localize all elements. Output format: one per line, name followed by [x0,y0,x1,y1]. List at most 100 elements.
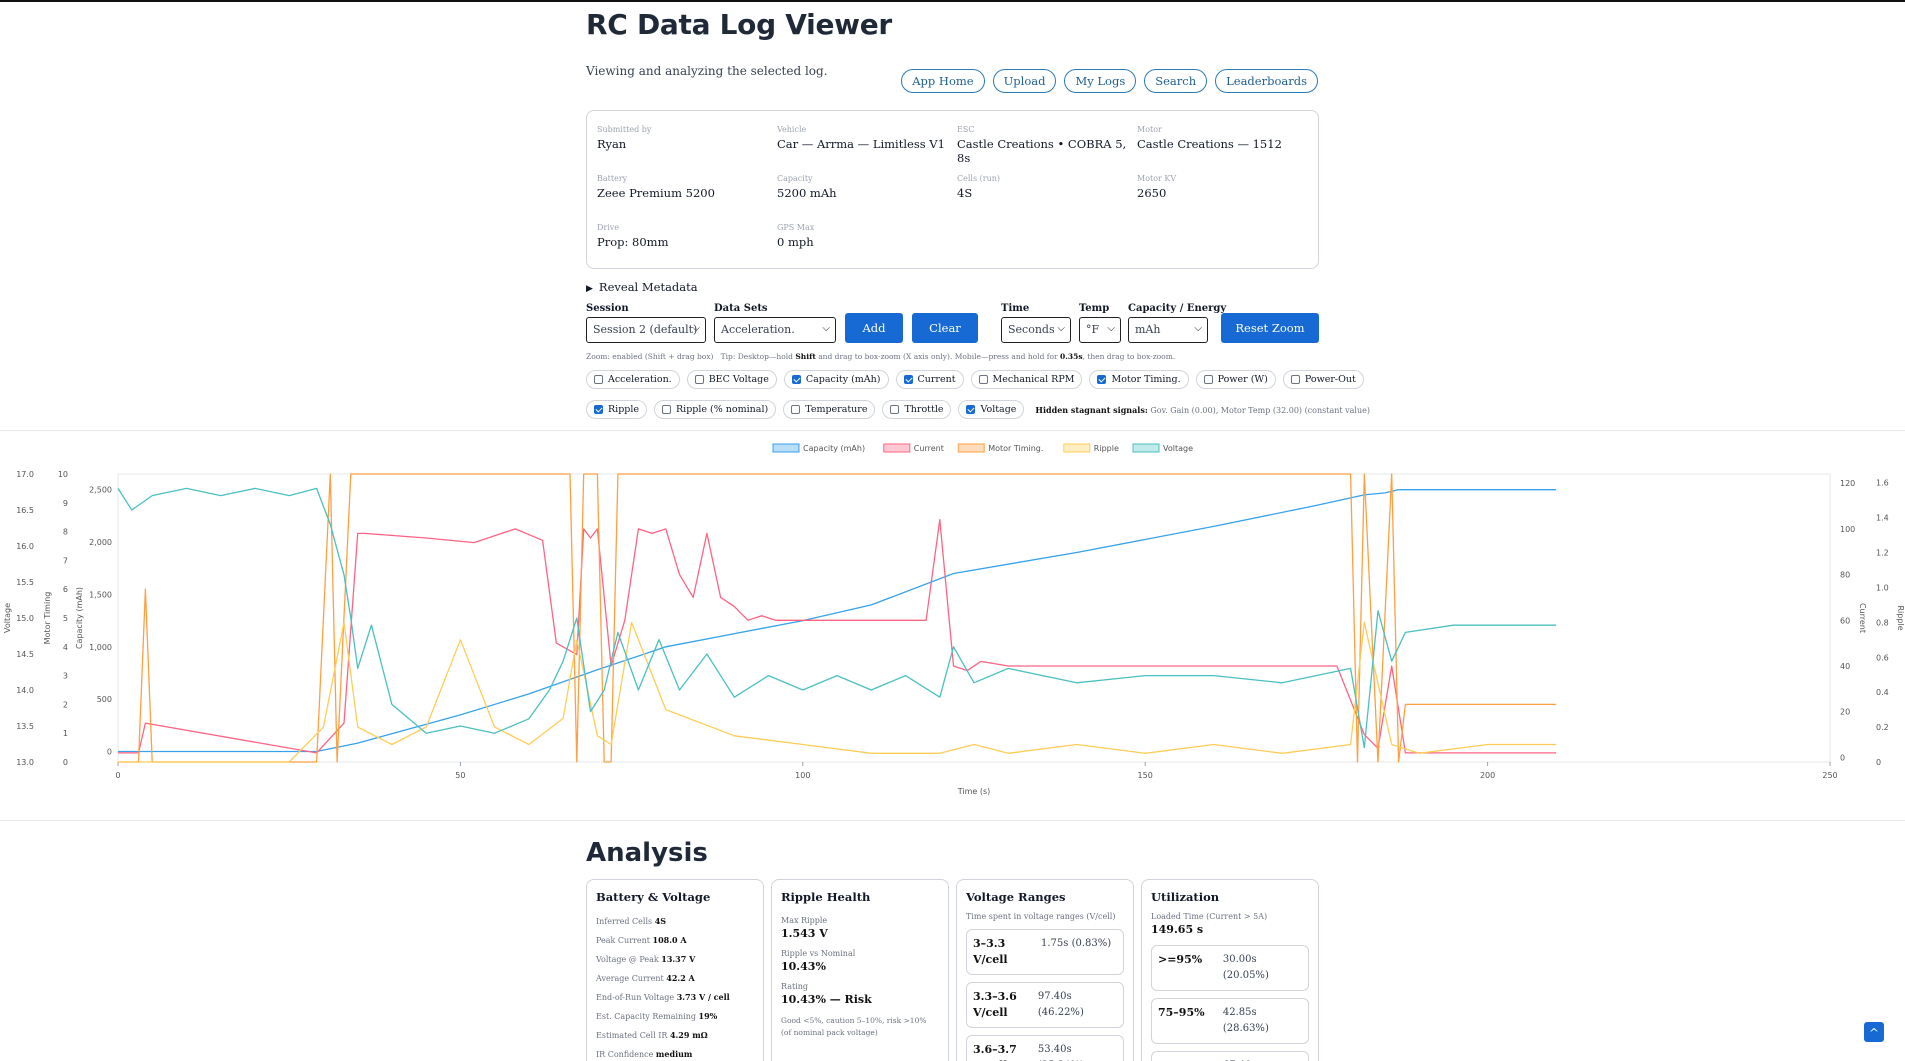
top-nav: App Home Upload My Logs Search Leaderboa… [901,69,1318,93]
y-tick-label-ripple: 0.6 [1876,653,1889,662]
analysis-title: Analysis [586,838,708,868]
checkbox[interactable] [594,375,603,384]
y-tick-label-timing: 3 [63,672,68,681]
dataset-toggle-acceleration[interactable]: Acceleration. [586,370,680,389]
checkbox[interactable] [978,375,988,384]
clear-datasets-button[interactable]: Clear [912,313,978,343]
checkbox[interactable] [791,405,801,414]
dataset-toggle-bec-voltage[interactable]: BEC Voltage [686,370,777,389]
y-tick-label-capacity: 1,500 [89,590,112,599]
y-tick-label-capacity: 1,000 [89,643,112,652]
nav-app-home-button[interactable]: App Home [901,69,985,93]
reset-zoom-button[interactable]: Reset Zoom [1221,313,1319,343]
battery-stat-row: Est. Capacity Remaining 19% [596,1011,718,1021]
y-tick-label-current: 20 [1840,708,1850,717]
add-dataset-button[interactable]: Add [845,313,903,343]
nav-upload-button[interactable]: Upload [992,69,1057,93]
y-tick-label-ripple: 0.4 [1876,688,1889,697]
y-axis-label-timing: Motor Timing [43,592,52,645]
y-axis-label-current: Current [1858,603,1867,633]
ripple-nominal-value: 10.43% [781,960,826,973]
meta-drive: Drive Prop: 80mm [597,223,669,249]
session-label: Session [586,303,629,314]
y-tick-label-timing: 6 [63,585,68,594]
chevron-down-icon: ⌵ [1057,323,1065,334]
y-tick-label-ripple: 1.2 [1876,549,1889,558]
y-tick-label-timing: 9 [63,499,68,508]
checkbox[interactable] [1203,375,1213,384]
time-unit-select[interactable]: Seconds ⌵ [1001,317,1071,343]
chevron-down-icon: ⌵ [822,323,830,334]
y-tick-label-capacity: 0 [107,748,112,757]
meta-motor: Motor Castle Creations — 1512 [1137,125,1282,151]
dataset-toggle-power-out[interactable]: Power-Out [1282,370,1364,389]
nav-leaderboards-button[interactable]: Leaderboards [1215,69,1318,93]
dataset-toggle-temperature[interactable]: Temperature [783,400,876,419]
y-tick-label-current: 80 [1840,571,1850,580]
legend-swatch [1063,443,1091,453]
utilization-row: 75–95% 42.85s (28.63%) [1151,998,1309,1044]
y-tick-label-ripple: 0.2 [1876,723,1889,732]
dataset-toggle-voltage[interactable]: Voltage [958,400,1025,419]
meta-battery: Battery Zeee Premium 5200 [597,174,715,200]
checkbox[interactable] [791,375,801,384]
temp-unit-select[interactable]: °F ⌵ [1079,317,1121,343]
capacity-unit-select[interactable]: mAh ⌵ [1128,317,1208,343]
utilization-card: Utilization Loaded Time (Current > 5A) 1… [1141,879,1319,1061]
dataset-toggle-power-w[interactable]: Power (W) [1195,370,1276,389]
zoom-tip: Zoom: enabled (Shift + drag box) Tip: De… [586,352,1176,361]
session-select[interactable]: Session 2 (default) ⌵ [586,317,706,343]
y-tick-label-ripple: 0 [1876,758,1881,767]
y-tick-label-voltage: 13.0 [16,758,34,767]
nav-my-logs-button[interactable]: My Logs [1064,69,1137,93]
y-tick-label-timing: 0 [63,758,68,767]
capacity-energy-label: Capacity / Energy [1128,303,1227,314]
dataset-toggle-mechanical-rpm[interactable]: Mechanical RPM [970,370,1083,389]
series-line-voltage [117,487,1557,749]
checkbox[interactable] [903,375,913,384]
checkbox[interactable] [890,405,900,414]
battery-stats: Inferred Cells 4S Peak Current 108.0 A Vol… [596,916,754,1059]
dataset-chips-row-2: Ripple Ripple (% nominal) Temperature Throt… [586,400,1370,419]
checkbox[interactable] [1290,375,1300,384]
datasets-label: Data Sets [714,303,768,314]
y-tick-label-current: 40 [1840,662,1850,671]
series-line-ripple [118,621,1557,763]
dataset-toggle-motor-timing[interactable]: Motor Timing. [1089,370,1189,389]
divider [0,430,1905,431]
y-tick-label-timing: 4 [63,643,68,652]
checkbox[interactable] [694,375,704,384]
ripple-health-card: Ripple Health Max Ripple 1.543 V Ripple … [771,879,949,1061]
dataset-chips: Ripple Ripple (% nominal) Temperature Throt… [586,400,1025,419]
meta-gps-max: GPS Max 0 mph [777,223,815,249]
dataset-toggle-ripple-nominal[interactable]: Ripple (% nominal) [654,400,777,419]
y-tick-label-voltage: 16.0 [16,542,34,551]
y-tick-label-current: 0 [1840,753,1845,762]
x-tick-label: 50 [455,771,465,780]
y-tick-label-current: 100 [1840,525,1855,534]
dataset-toggle-ripple[interactable]: Ripple [586,400,648,419]
legend-swatch [1132,443,1160,453]
scroll-to-top-button[interactable]: ^ [1864,1022,1884,1042]
checkbox[interactable] [662,405,672,414]
y-axis-label-ripple: Ripple [1896,605,1905,630]
x-tick-label: 100 [795,771,810,780]
y-tick-label-timing: 8 [63,528,68,537]
chevron-down-icon: ⌵ [692,323,700,334]
checkbox[interactable] [1097,375,1107,384]
dataset-toggle-capacity-mah[interactable]: Capacity (mAh) [783,370,889,389]
dataset-toggle-throttle[interactable]: Throttle [882,400,952,419]
y-tick-label-timing: 10 [58,470,68,479]
utilization-list: >=95% 30.00s (20.05%) 75–95% 42.85s (28.63%… [1151,945,1309,1061]
nav-search-button[interactable]: Search [1144,69,1208,93]
meta-cells: Cells (run) 4S [957,174,1000,200]
checkbox[interactable] [966,405,976,414]
reveal-metadata-toggle[interactable]: ▶ Reveal Metadata [586,280,698,294]
y-tick-label-voltage: 15.5 [16,578,34,587]
chevron-up-icon: ^ [1868,1026,1880,1040]
datasets-select[interactable]: Acceleration. ⌵ [714,317,836,343]
dataset-toggle-current[interactable]: Current [895,370,964,389]
log-metadata-panel: Submitted by Ryan Vehicle Car — Arrma — Li… [586,110,1319,269]
checkbox[interactable] [594,405,603,414]
